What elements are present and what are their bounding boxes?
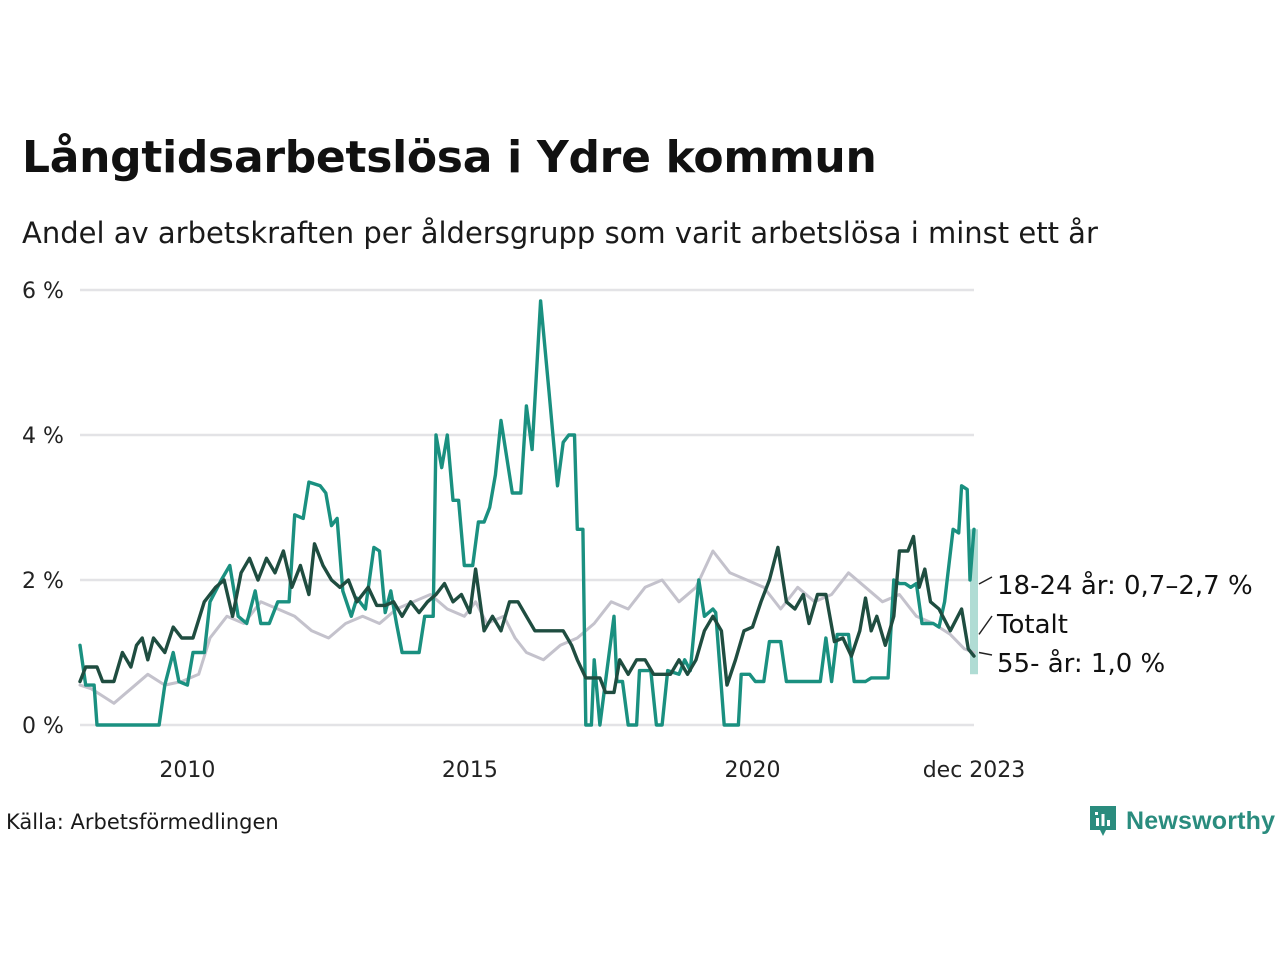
label-connector (978, 651, 993, 656)
x-tick-label: 2010 (159, 758, 215, 783)
end-label: 55- år: 1,0 % (997, 648, 1165, 679)
y-tick-label: 4 % (22, 424, 64, 449)
end-labels: 18-24 år: 0,7–2,7 % Totalt 55- år: 1,0 % (978, 570, 1253, 679)
x-tick-label: 2020 (724, 758, 780, 783)
chart-subtitle: Andel av arbetskraften per åldersgrupp s… (22, 216, 1098, 250)
newsworthy-logo-icon (1090, 806, 1116, 836)
gridlines (80, 288, 974, 727)
y-axis: 0 % 2 % 4 % 6 % (22, 279, 64, 739)
end-label: Totalt (996, 610, 1068, 640)
x-axis: 2010 2015 2020 dec 2023 (159, 758, 1025, 783)
x-tick-label: 2015 (442, 758, 498, 783)
y-tick-label: 0 % (22, 714, 64, 739)
y-tick-label: 2 % (22, 569, 64, 594)
range-band-18-24 (970, 529, 978, 675)
brand-name: Newsworthy (1126, 806, 1276, 835)
label-connector (978, 615, 993, 635)
source-note: Källa: Arbetsförmedlingen (6, 810, 279, 834)
series-lines (78, 299, 976, 727)
chart-title: Långtidsarbetslösa i Ydre kommun (22, 132, 877, 183)
y-tick-label: 6 % (22, 279, 64, 304)
range-band (970, 529, 978, 675)
end-label: 18-24 år: 0,7–2,7 % (997, 570, 1253, 601)
newsworthy-logo[interactable]: Newsworthy (1088, 804, 1275, 838)
label-connector (978, 576, 993, 585)
x-tick-label: dec 2023 (923, 758, 1026, 783)
series-line-totalt (78, 534, 976, 695)
series-line-55-r (78, 549, 976, 705)
series-line-18-24-r (78, 299, 976, 727)
